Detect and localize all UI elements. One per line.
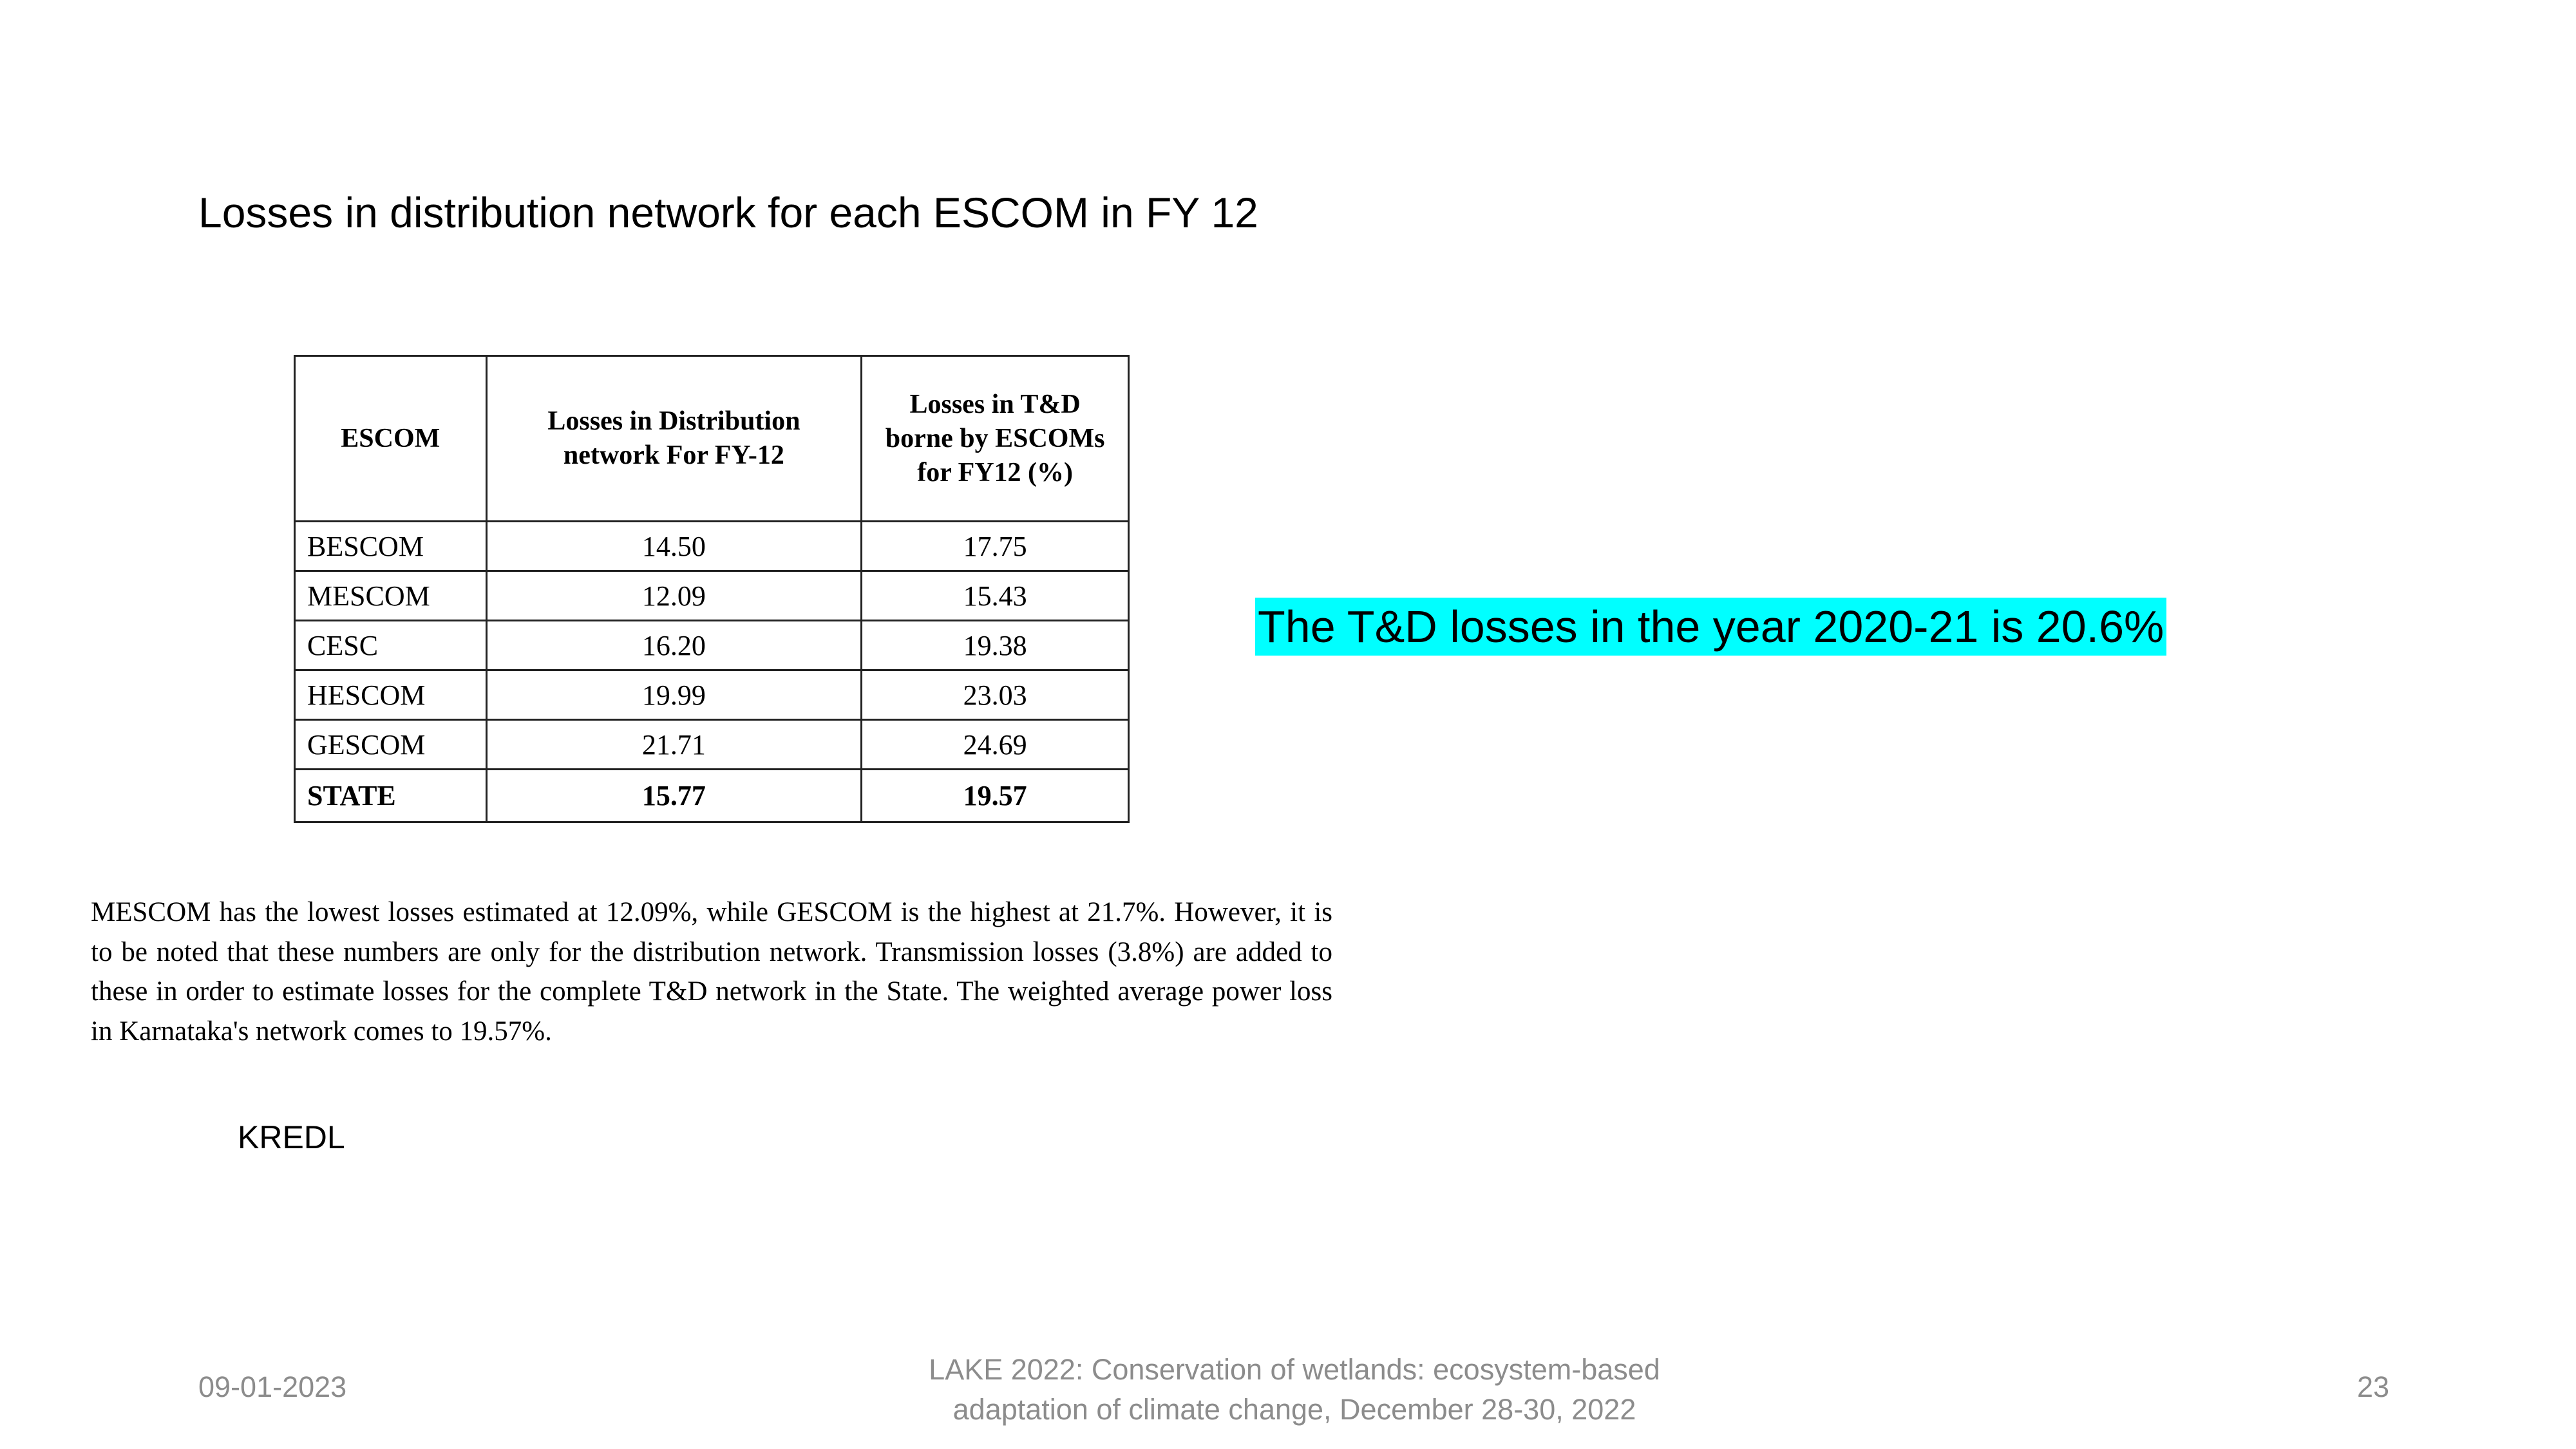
td-loss-cell: 24.69 <box>860 719 1130 770</box>
distribution-loss-cell: 21.71 <box>485 719 863 770</box>
table-row: BESCOM 14.50 17.75 <box>294 520 1130 572</box>
td-loss-cell: 23.03 <box>860 669 1130 721</box>
distribution-loss-cell: 15.77 <box>485 768 863 823</box>
td-loss-cell: 17.75 <box>860 520 1130 572</box>
table-row: CESC 16.20 19.38 <box>294 620 1130 671</box>
table-row-state: STATE 15.77 19.57 <box>294 768 1130 823</box>
source-label: KREDL <box>238 1119 345 1155</box>
losses-table: ESCOM Losses in Distribution network For… <box>294 355 1130 823</box>
header-td-losses: Losses in T&D borne by ESCOMs for FY12 (… <box>860 355 1130 522</box>
table-row: MESCOM 12.09 15.43 <box>294 570 1130 621</box>
distribution-loss-cell: 16.20 <box>485 620 863 671</box>
distribution-loss-cell: 14.50 <box>485 520 863 572</box>
header-distribution-losses: Losses in Distribution network For FY-12 <box>485 355 863 522</box>
distribution-loss-cell: 19.99 <box>485 669 863 721</box>
slide-title: Losses in distribution network for each … <box>198 189 1258 236</box>
td-loss-cell: 15.43 <box>860 570 1130 621</box>
footer-conference: LAKE 2022: Conservation of wetlands: eco… <box>929 1353 1660 1426</box>
escom-cell: BESCOM <box>294 520 488 572</box>
table-row: HESCOM 19.99 23.03 <box>294 669 1130 721</box>
td-loss-cell: 19.38 <box>860 620 1130 671</box>
td-loss-cell: 19.57 <box>860 768 1130 823</box>
footer-date: 09-01-2023 <box>198 1370 347 1403</box>
escom-cell: CESC <box>294 620 488 671</box>
escom-cell: HESCOM <box>294 669 488 721</box>
table-row: GESCOM 21.71 24.69 <box>294 719 1130 770</box>
escom-cell: STATE <box>294 768 488 823</box>
escom-cell: GESCOM <box>294 719 488 770</box>
page-number: 23 <box>2357 1370 2390 1403</box>
table-header-row: ESCOM Losses in Distribution network For… <box>294 355 1130 522</box>
explanation-paragraph: MESCOM has the lowest losses estimated a… <box>91 897 1332 1046</box>
highlighted-note: The T&D losses in the year 2020-21 is 20… <box>1255 598 2167 656</box>
escom-cell: MESCOM <box>294 570 488 621</box>
distribution-loss-cell: 12.09 <box>485 570 863 621</box>
header-escom: ESCOM <box>294 355 488 522</box>
